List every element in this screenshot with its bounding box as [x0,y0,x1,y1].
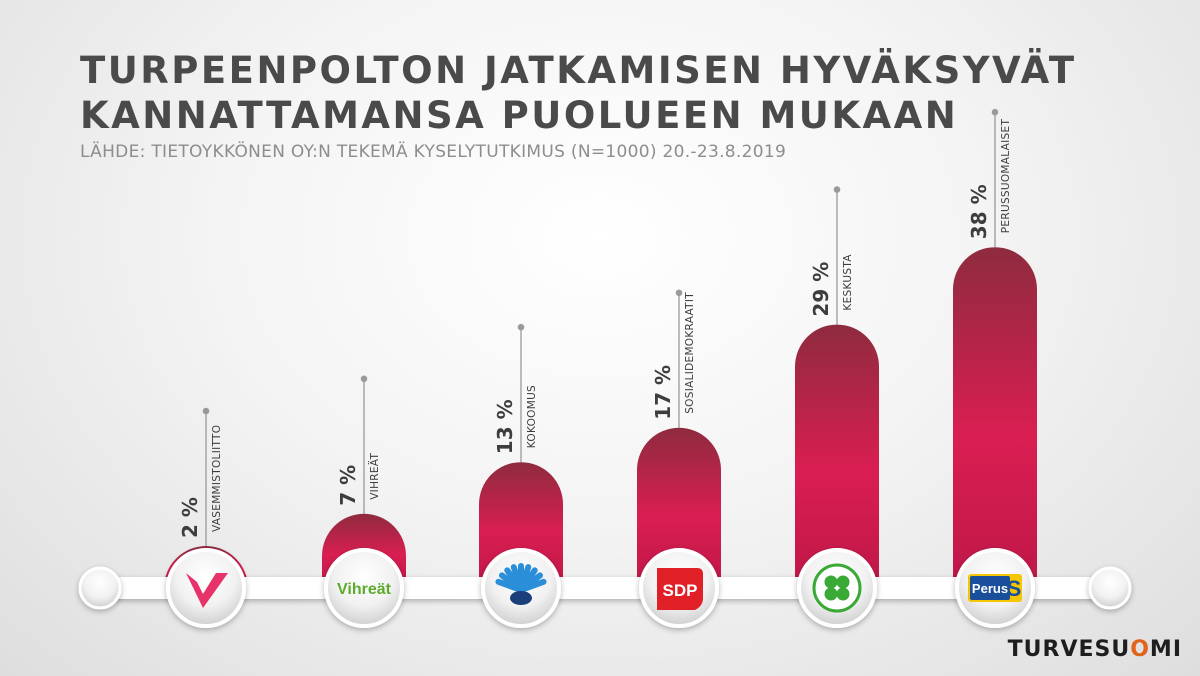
perus-logo-text: Perus [972,581,1008,596]
value-label: 38 % [967,184,991,239]
chart-title-line-1: TURPEENPOLTON JATKAMISEN HYVÄKSYVÄT [80,49,1077,92]
party-label: VASEMMISTOLIITTO [211,425,223,532]
party-label: PERUSSUOMALAISET [1000,119,1012,234]
flower-base [510,591,532,605]
party-label: VIHREÄT [368,453,381,500]
vasemmistoliitto-v-logo [166,548,246,628]
bar-perussuomalaiset [953,247,1037,588]
track-end-left [78,566,122,610]
value-label: 7 % [336,465,360,506]
stem-dot [202,407,210,415]
stem-dot [517,323,525,331]
clover-leaf [836,587,850,601]
turvesuomi-logo: TURVESUOMI [1008,637,1182,662]
chart-title: TURPEENPOLTON JATKAMISEN HYVÄKSYVÄT KANN… [80,48,1077,138]
value-label: 17 % [651,365,675,420]
sdp-badge [657,568,703,610]
stem-dot [675,289,683,297]
clover-leaf [824,587,838,601]
logo-circle [166,548,246,628]
vihreat-logo: Vihreät [324,548,404,628]
clover-ring [812,563,862,613]
brand-text-main: TURVESU [1007,637,1131,662]
value-label: 13 % [493,399,517,454]
perus-s-letter: S [1007,576,1022,601]
clover-leaf [836,575,850,589]
party-label: KOKOOMUS [526,385,538,448]
vihreat-logo-text: Vihreät [337,581,392,598]
sdp-logo: SDP [639,548,719,628]
v-shape [186,573,228,608]
party-label: KESKUSTA [842,254,854,311]
track-end-right [1088,566,1132,610]
value-label: 2 % [178,497,202,538]
stem-dot [833,186,841,193]
bar-sosialidemokraatit [637,427,721,588]
stem-dot [360,375,368,383]
keskusta-clover-logo [797,548,877,628]
petal [518,578,547,593]
stem-dot [991,108,999,116]
chart-title-line-2: KANNATTAMANSA PUOLUEEN MUKAAN [80,94,959,137]
chart-subtitle: LÄHDE: TIETOYKKÖNEN OY:N TEKEMÄ KYSELYTU… [80,142,787,162]
sdp-logo-text: SDP [663,581,698,600]
party-label: SOSIALIDEMOKRAATIT [684,292,696,414]
brand-text-end: MI [1149,637,1182,662]
kokoomus-flower-logo [481,548,561,628]
brand-flame-o: O [1130,637,1150,662]
logo-circle [324,548,404,628]
clover-leaf [824,575,838,589]
value-label: 29 % [809,262,833,317]
perus-badge-blue [970,576,1010,600]
bar-keskusta [795,324,879,588]
